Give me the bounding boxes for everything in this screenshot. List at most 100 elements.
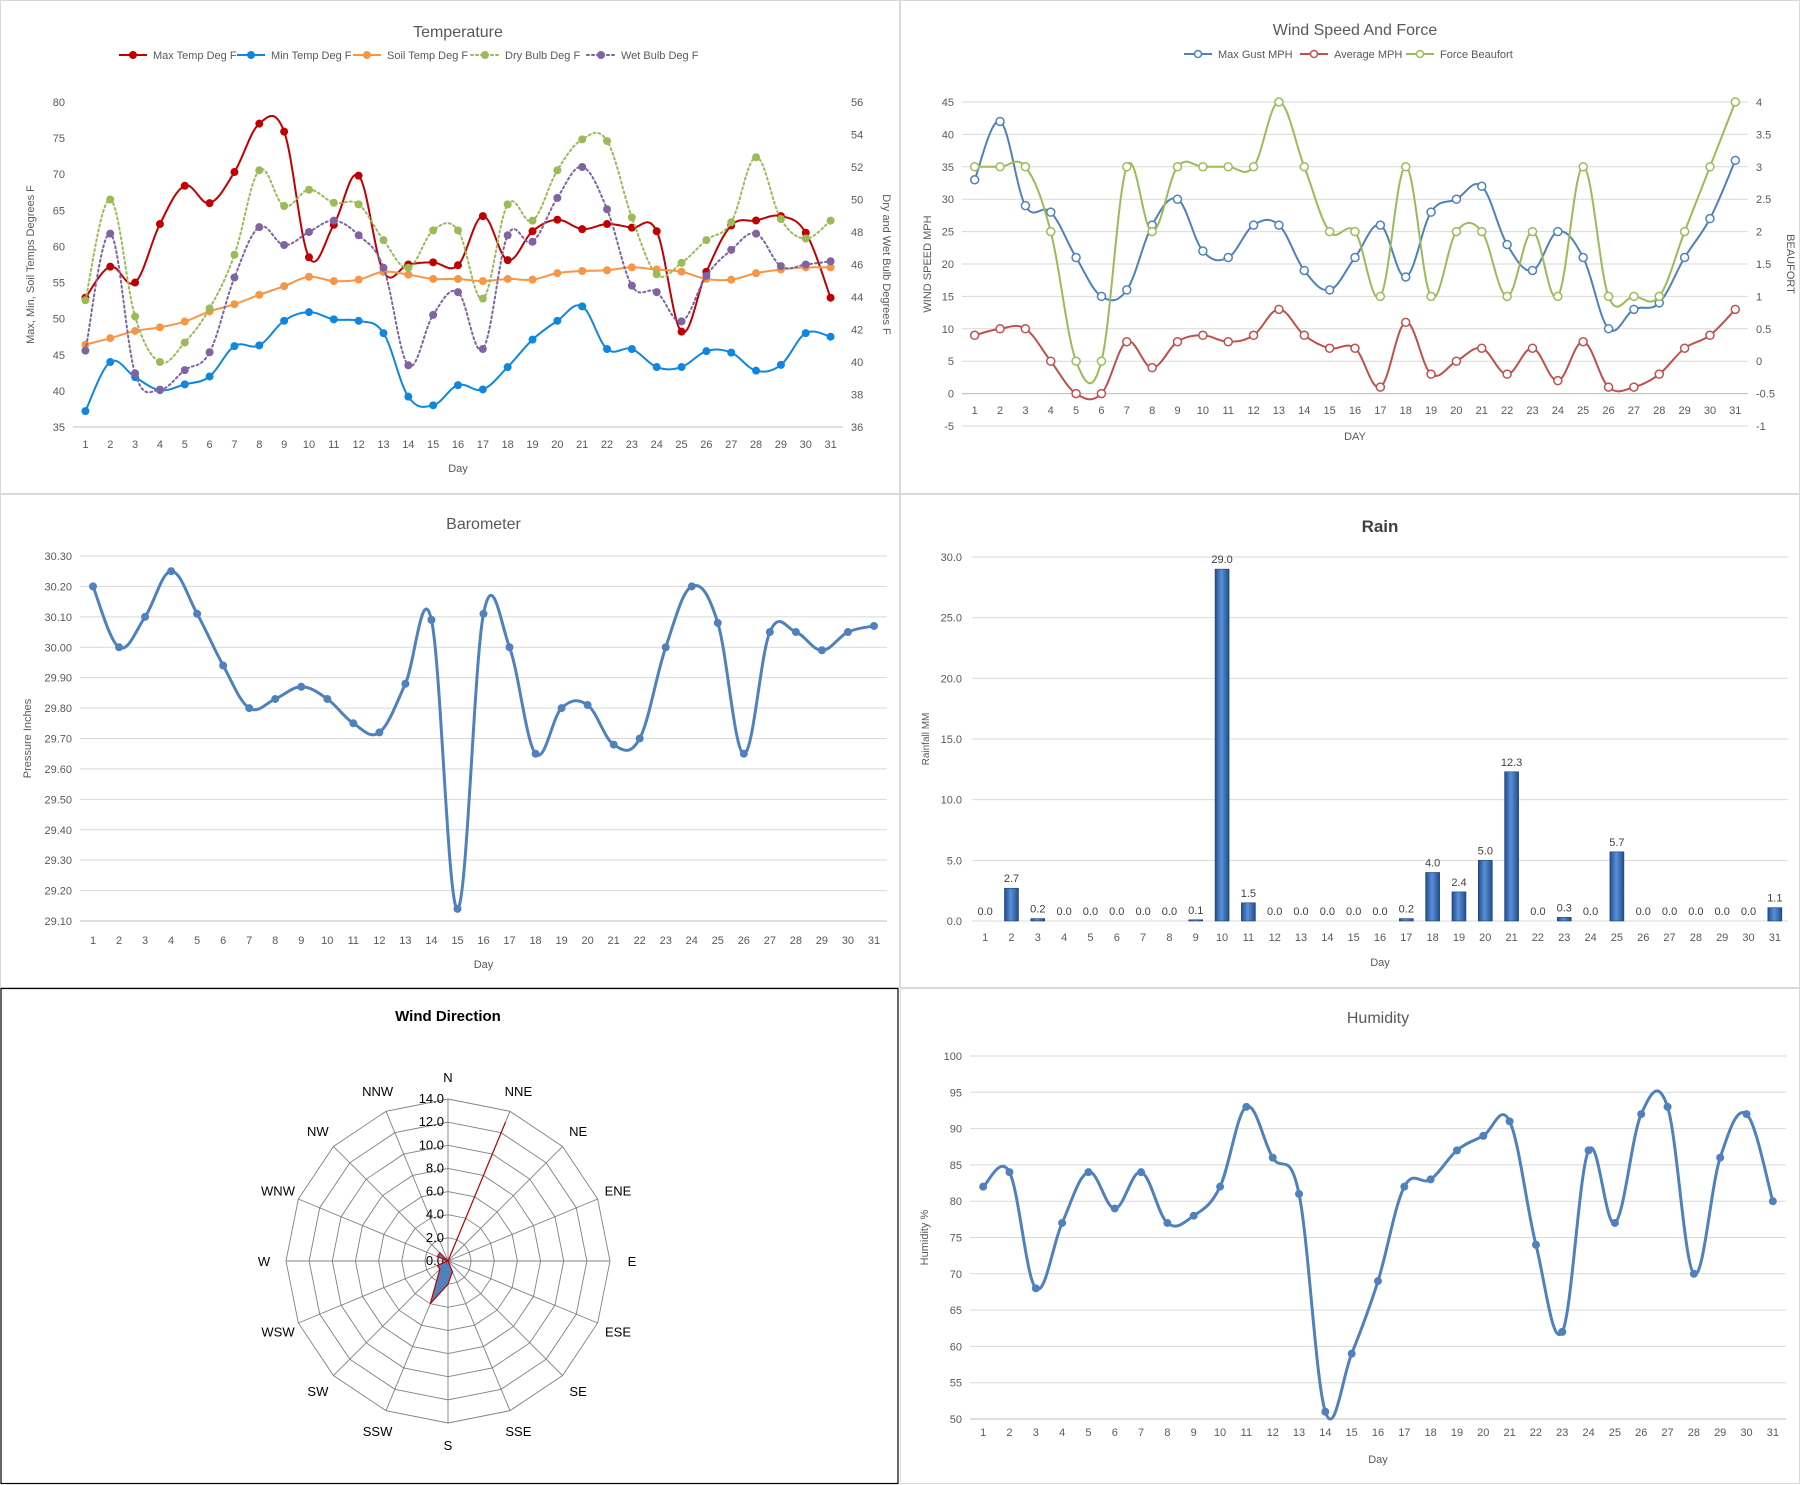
data-point: [404, 270, 413, 279]
series-line: [84, 165, 832, 394]
data-point: [1451, 194, 1462, 204]
data-point: [702, 271, 711, 280]
x-tick-label: 5: [1073, 405, 1079, 417]
data-point: [528, 237, 537, 246]
data-point: [503, 363, 512, 372]
x-tick-label: 8: [1149, 405, 1155, 417]
series-force-beaufort: [969, 97, 1741, 385]
data-point: [1274, 304, 1284, 315]
data-point: [1531, 1240, 1540, 1249]
y-tick-label: 10: [942, 324, 954, 336]
x-tick-label: 9: [298, 935, 304, 947]
x-tick-label: 30: [842, 935, 854, 947]
x-tick-label: 10: [1216, 932, 1228, 944]
radar-spoke: [447, 1260, 511, 1411]
x-tick-label: 3: [1022, 405, 1028, 417]
x-tick-label: 12: [1247, 405, 1259, 417]
radar-spoke: [447, 1146, 563, 1262]
legend-label: Force Beaufort: [1440, 49, 1513, 61]
bar: [1609, 851, 1625, 922]
series-dry-bulb-deg-f: [81, 131, 835, 366]
data-point: [869, 621, 878, 630]
x-axis-title: Day: [1368, 1454, 1388, 1466]
x-tick-label: 7: [231, 439, 237, 451]
data-point: [1084, 1168, 1093, 1177]
data-point: [329, 315, 338, 324]
data-point: [1096, 291, 1107, 302]
data-point: [752, 269, 761, 278]
data-point: [230, 273, 239, 282]
data-label: 1.5: [1241, 888, 1256, 900]
x-tick-label: 2: [997, 405, 1003, 417]
data-point: [245, 704, 254, 713]
data-point: [1400, 162, 1411, 172]
y-tick-label: 35: [53, 422, 65, 434]
data-point: [1730, 97, 1741, 107]
data-point: [404, 361, 413, 370]
data-point: [1451, 356, 1462, 366]
x-tick-label: 3: [132, 439, 138, 451]
data-point: [752, 216, 761, 225]
data-point: [354, 275, 363, 284]
x-tick-label: 11: [348, 935, 359, 947]
data-point: [1477, 343, 1487, 353]
radial-tick-label: 12.0: [419, 1114, 444, 1129]
radar-spoke: [447, 1260, 598, 1324]
data-point: [1426, 207, 1436, 217]
data-label: 0.2: [1030, 904, 1045, 916]
y-tick-label: 15: [942, 291, 954, 303]
x-tick-label: 11: [1241, 1427, 1252, 1439]
data-label: 0.0: [1346, 906, 1361, 918]
data-label: 29.0: [1211, 554, 1232, 566]
data-point: [1031, 1284, 1040, 1293]
data-point: [1663, 1102, 1672, 1111]
data-point: [280, 202, 289, 210]
x-tick-label: 12: [353, 439, 365, 451]
y-tick-label: 29.30: [44, 855, 72, 867]
data-point: [752, 153, 761, 162]
data-point: [578, 163, 587, 171]
x-tick-label: 23: [1558, 932, 1570, 944]
x-tick-label: 29: [775, 439, 787, 451]
data-point: [1321, 1407, 1330, 1416]
x-tick-label: 12: [373, 935, 385, 947]
data-point: [280, 282, 289, 291]
data-point: [427, 615, 436, 624]
direction-label: NE: [569, 1124, 587, 1139]
y-tick-label: 70: [950, 1269, 962, 1281]
bar: [1030, 918, 1046, 922]
y2-tick-label: 50: [851, 195, 863, 207]
legend-item: Average MPH: [1300, 49, 1402, 61]
data-point: [155, 358, 164, 366]
data-point: [404, 392, 413, 401]
x-tick-label: 22: [1532, 932, 1544, 944]
data-point: [553, 166, 562, 175]
x-tick-label: 28: [750, 439, 762, 451]
data-label: 0.0: [1056, 906, 1071, 918]
data-label: 5.0: [1478, 845, 1493, 857]
radar-spoke: [333, 1146, 449, 1262]
data-point: [603, 205, 612, 214]
radar-spoke: [447, 1260, 563, 1376]
data-label: 12.3: [1501, 757, 1522, 769]
x-tick-label: 9: [1174, 405, 1180, 417]
data-point: [131, 278, 140, 287]
y2-tick-label: 0.5: [1756, 324, 1771, 336]
data-point: [304, 228, 313, 236]
data-point: [478, 294, 487, 303]
y2-axis-title: BEAUFORT: [1784, 234, 1796, 294]
x-tick-label: 13: [1273, 405, 1285, 417]
data-label: 0.0: [1293, 906, 1308, 918]
data-point: [106, 195, 115, 204]
y-tick-label: 60: [53, 241, 65, 253]
x-tick-label: 28: [1690, 932, 1702, 944]
direction-label: W: [258, 1254, 271, 1269]
data-point: [379, 329, 388, 338]
radial-tick-label: 10.0: [419, 1137, 444, 1152]
data-point: [1629, 291, 1639, 302]
legend-label: Average MPH: [1334, 49, 1402, 61]
panel-wind-direction: [0, 987, 899, 1485]
data-point: [131, 312, 140, 321]
x-tick-label: 17: [1398, 1427, 1410, 1439]
x-tick-label: 12: [1267, 1427, 1279, 1439]
